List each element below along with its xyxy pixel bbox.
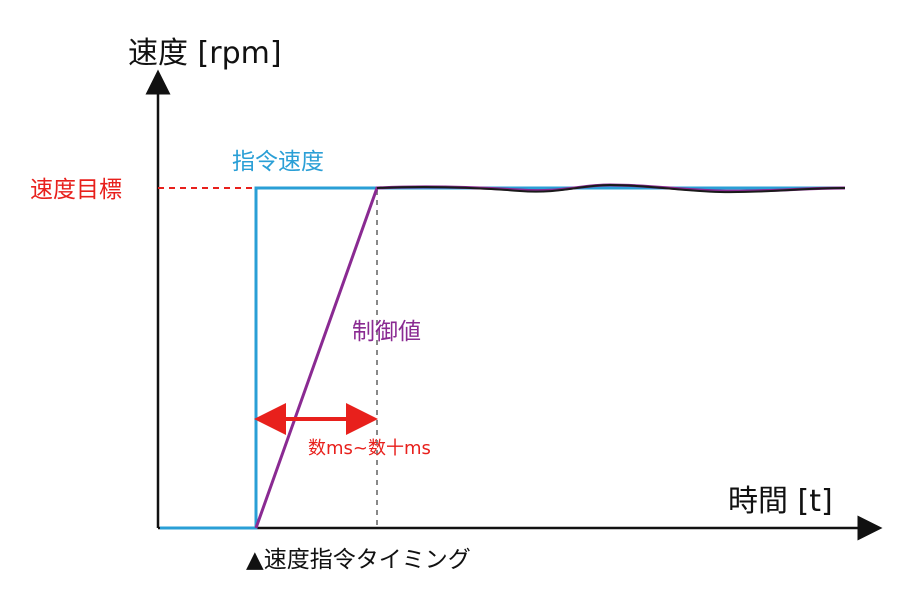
response-span-label: 数ms~数十ms bbox=[308, 438, 431, 459]
speed-target-label: 速度目標 bbox=[30, 177, 122, 203]
control-value-label: 制御値 bbox=[352, 319, 421, 345]
command-timing-label: ▲速度指令タイミング bbox=[246, 547, 471, 573]
command-speed-label: 指令速度 bbox=[232, 149, 324, 175]
settle-trace bbox=[376, 183, 846, 194]
command-speed-line bbox=[160, 186, 845, 530]
x-axis-label: 時間 [t] bbox=[728, 484, 833, 519]
y-axis-label: 速度 [rpm] bbox=[128, 36, 282, 71]
